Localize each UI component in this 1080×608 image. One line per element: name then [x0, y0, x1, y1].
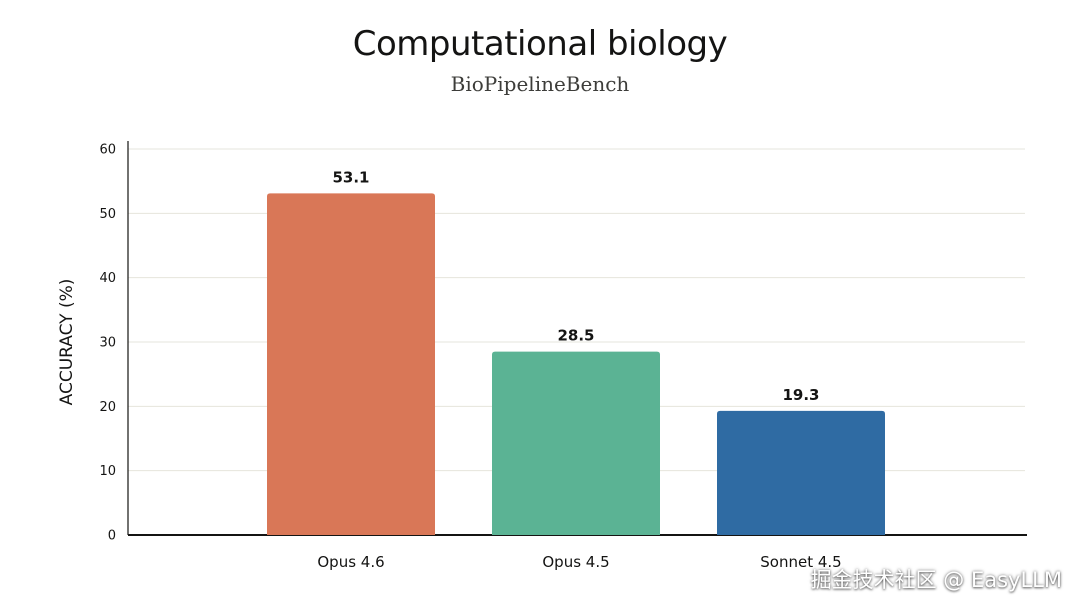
y-tick-label: 40 — [99, 271, 116, 286]
y-tick-label: 20 — [99, 400, 116, 415]
labels: 0 10 20 30 40 50 60 53.1 Opus 4.6 28.5 Opus 4.5 19.… — [99, 143, 841, 572]
y-tick-label: 10 — [99, 464, 116, 479]
y-axis-title: ACCURACY (%) — [57, 279, 77, 406]
x-category-label: Sonnet 4.5 — [760, 553, 841, 571]
data-label: 53.1 — [332, 168, 369, 186]
data-label: 19.3 — [782, 386, 819, 404]
chart-title: Computational biology — [352, 24, 728, 64]
x-category-label: Opus 4.6 — [317, 553, 384, 571]
y-tick-label: 50 — [99, 207, 116, 222]
bars — [267, 193, 885, 535]
y-tick-label: 0 — [108, 529, 116, 544]
bar-sonnet-4-5 — [717, 410, 885, 535]
watermark: 掘金技术社区 @ EasyLLM — [810, 568, 1062, 592]
chart-subtitle: BioPipelineBench — [450, 72, 630, 96]
data-label: 28.5 — [557, 327, 594, 345]
bar-opus-4-5 — [492, 351, 660, 535]
x-category-label: Opus 4.5 — [542, 553, 609, 571]
y-tick-label: 30 — [99, 336, 116, 351]
y-tick-label: 60 — [99, 143, 116, 158]
bar-opus-4-6 — [267, 193, 435, 535]
